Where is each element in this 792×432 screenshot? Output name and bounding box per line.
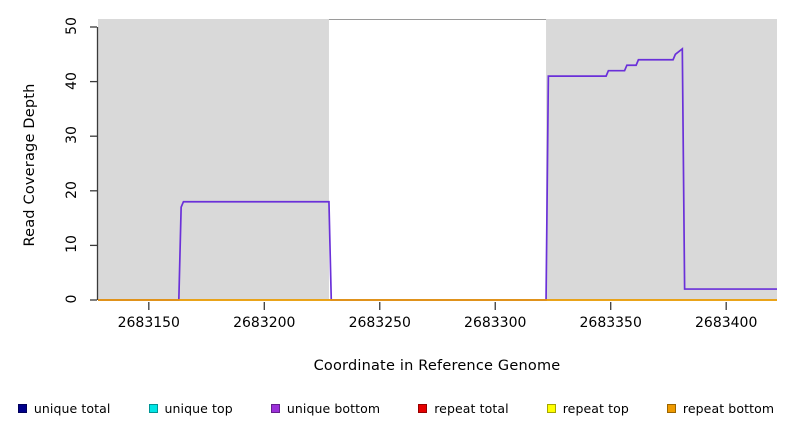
axis-lines	[90, 26, 727, 310]
legend-swatch-icon	[270, 403, 280, 413]
legend-label: repeat total	[434, 400, 509, 416]
y-tick-label: 20	[64, 180, 80, 199]
plot-area	[90, 19, 777, 310]
legend-label: unique top	[164, 400, 233, 416]
x-tick-label: 2683400	[695, 315, 758, 331]
x-tick-label: 2683300	[464, 315, 527, 331]
legend-swatch-icon	[546, 403, 556, 413]
y-tick-label: 30	[64, 126, 80, 145]
legend-item-repeat-bottom[interactable]: repeat bottom	[666, 400, 775, 416]
shaded-region-1	[546, 19, 777, 300]
shaded-regions	[98, 19, 777, 300]
x-tick-label: 2683250	[348, 315, 411, 331]
chart-legend: unique total unique top unique bottom repea…	[0, 396, 792, 420]
data-series	[98, 47, 777, 301]
x-tick-label: 2683150	[117, 315, 180, 331]
legend-item-unique-bottom[interactable]: unique bottom	[270, 400, 381, 416]
series-unique-bottom	[98, 47, 777, 301]
legend-label: repeat top	[562, 400, 629, 416]
x-tick-label: 2683350	[579, 315, 642, 331]
y-tick-label: 0	[64, 294, 80, 304]
y-tick-label: 50	[64, 17, 80, 35]
x-tick-label: 2683200	[233, 315, 296, 331]
legend-swatch-icon	[666, 403, 676, 413]
legend-item-unique-top[interactable]: unique top	[148, 400, 233, 416]
legend-label: unique total	[33, 400, 111, 416]
shaded-region-0	[98, 19, 329, 300]
y-tick-label: 10	[64, 235, 80, 254]
x-axis-label: Coordinate in Reference Genome	[313, 358, 561, 374]
legend-item-repeat-total[interactable]: repeat total	[418, 401, 509, 416]
legend-swatch-icon	[418, 403, 428, 413]
legend-swatch-icon	[17, 403, 27, 413]
legend-item-repeat-top[interactable]: repeat top	[546, 400, 629, 416]
legend-swatch-icon	[148, 403, 158, 413]
legend-label: repeat bottom	[682, 400, 775, 416]
y-tick-label: 40	[64, 71, 80, 90]
legend-item-unique-total[interactable]: unique total	[17, 400, 111, 416]
legend-label: unique bottom	[286, 400, 381, 416]
